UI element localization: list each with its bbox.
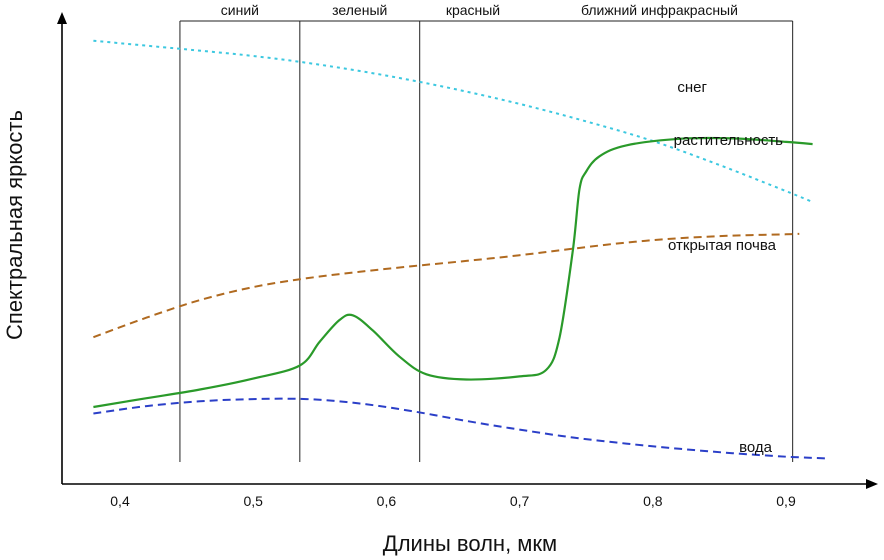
- x-axis-title: Длины волн, мкм: [383, 531, 557, 556]
- x-tick-label: 0,6: [377, 493, 397, 509]
- x-tick-label: 0,8: [643, 493, 663, 509]
- x-tick-label: 0,7: [510, 493, 530, 509]
- series-label: открытая почва: [668, 237, 777, 254]
- series-label: растительность: [674, 132, 784, 149]
- labels: синий зеленый красный ближний инфракрасный с…: [110, 2, 796, 509]
- series-line-2: [93, 232, 800, 339]
- x-axis-arrow: [866, 479, 878, 489]
- y-axis-arrow: [57, 12, 67, 24]
- band-label: красный: [446, 2, 500, 18]
- band-lines: [179, 20, 794, 462]
- y-axis-title: Спектральная яркость: [2, 110, 27, 340]
- series-line-0: [93, 39, 813, 203]
- x-tick-label: 0,4: [110, 493, 130, 509]
- series-label: вода: [739, 439, 773, 456]
- band-label: зеленый: [332, 2, 387, 18]
- series-label: снег: [677, 79, 707, 96]
- series-line-1: [93, 136, 813, 409]
- band-label: синий: [221, 2, 259, 18]
- x-tick-label: 0,5: [243, 493, 263, 509]
- series-line-3: [93, 397, 827, 460]
- axes: [57, 12, 878, 489]
- band-label: ближний инфракрасный: [581, 2, 738, 18]
- series-lines: [93, 39, 827, 460]
- x-tick-label: 0,9: [776, 493, 796, 509]
